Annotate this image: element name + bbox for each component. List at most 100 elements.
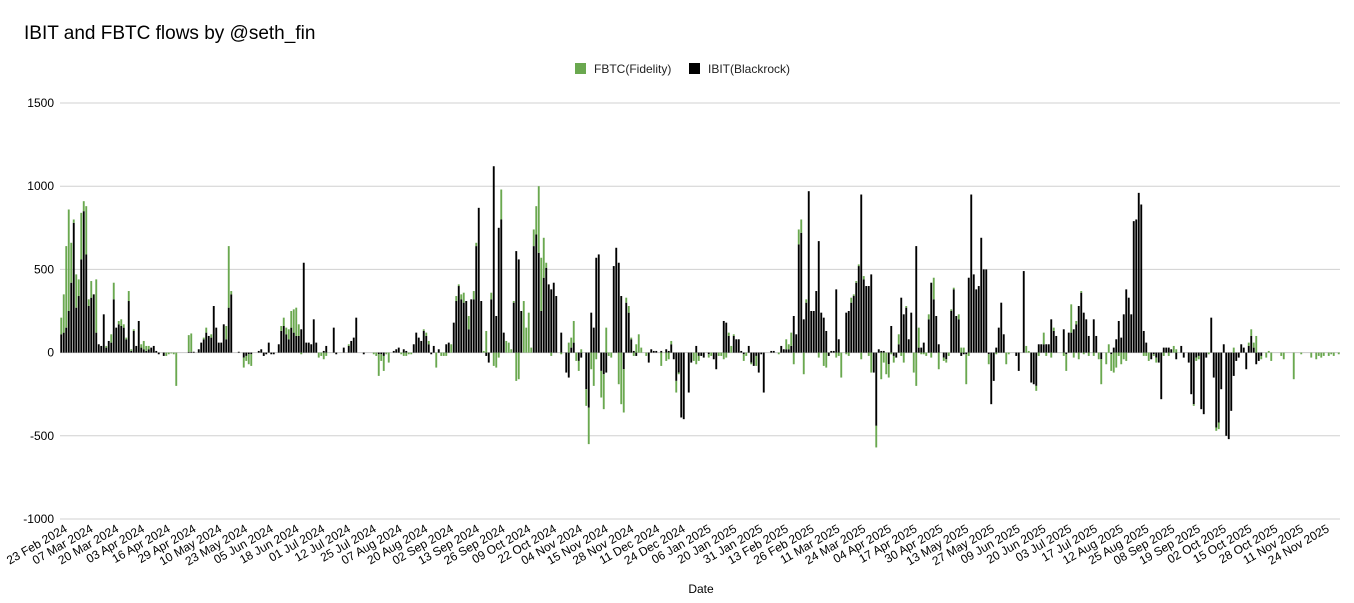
bar-fbtc bbox=[72, 219, 75, 223]
bar-ibit bbox=[262, 352, 265, 356]
bar-ibit bbox=[1075, 324, 1078, 353]
bar-ibit bbox=[1120, 337, 1123, 353]
y-tick-label: -500 bbox=[30, 429, 54, 443]
bar-fbtc bbox=[677, 372, 680, 375]
bar-ibit bbox=[987, 352, 990, 355]
bar-fbtc bbox=[1270, 352, 1273, 361]
bar-ibit bbox=[572, 342, 575, 353]
bar-fbtc bbox=[512, 301, 515, 303]
bar-ibit bbox=[112, 299, 115, 353]
bar-ibit bbox=[627, 312, 630, 353]
bar-fbtc bbox=[802, 352, 805, 375]
bar-ibit bbox=[850, 302, 853, 353]
bar-ibit bbox=[107, 340, 110, 353]
bar-fbtc bbox=[957, 314, 960, 320]
bar-ibit bbox=[307, 342, 310, 353]
bar-ibit bbox=[1210, 317, 1213, 353]
bar-ibit bbox=[680, 352, 683, 418]
bar-fbtc bbox=[77, 279, 80, 297]
bar-fbtc bbox=[892, 355, 895, 363]
bar-ibit bbox=[155, 350, 158, 353]
bar-ibit bbox=[422, 330, 425, 353]
bar-ibit bbox=[290, 327, 293, 353]
bar-fbtc bbox=[117, 320, 120, 325]
bar-ibit bbox=[237, 351, 240, 353]
bar-fbtc bbox=[835, 352, 838, 358]
bar-fbtc bbox=[840, 352, 843, 378]
bar-ibit bbox=[1205, 352, 1208, 358]
bar-ibit bbox=[935, 315, 938, 353]
bar-ibit bbox=[740, 350, 743, 353]
bar-fbtc bbox=[62, 294, 65, 333]
bar-ibit bbox=[1152, 352, 1155, 355]
bar-ibit bbox=[560, 332, 563, 353]
bar-fbtc bbox=[857, 264, 860, 267]
bar-ibit bbox=[837, 339, 840, 353]
bar-ibit bbox=[675, 352, 678, 381]
bar-ibit bbox=[845, 312, 848, 353]
bar-fbtc bbox=[722, 352, 725, 360]
bar-fbtc bbox=[1232, 347, 1235, 353]
bar-ibit bbox=[620, 296, 623, 353]
bar-ibit bbox=[85, 254, 88, 353]
bar-ibit bbox=[1017, 352, 1020, 371]
bar-ibit bbox=[427, 344, 430, 353]
bar-ibit bbox=[535, 234, 538, 353]
bar-fbtc bbox=[507, 342, 510, 353]
bar-ibit bbox=[917, 347, 920, 353]
bar-ibit bbox=[212, 306, 215, 353]
bar-ibit bbox=[437, 349, 440, 353]
bar-ibit bbox=[737, 339, 740, 353]
bar-fbtc bbox=[797, 229, 800, 245]
bar-ibit bbox=[1212, 352, 1215, 378]
bar-fbtc bbox=[900, 352, 903, 356]
bar-ibit bbox=[192, 351, 195, 353]
bar-ibit bbox=[452, 322, 455, 353]
bar-ibit bbox=[592, 327, 595, 353]
bar-fbtc bbox=[530, 347, 533, 353]
bar-ibit bbox=[812, 311, 815, 353]
bar-ibit bbox=[545, 267, 548, 353]
bar-ibit bbox=[755, 352, 758, 356]
bar-fbtc bbox=[622, 369, 625, 413]
bar-fbtc bbox=[537, 186, 540, 253]
bar-ibit bbox=[1122, 314, 1125, 353]
bar-ibit bbox=[605, 352, 608, 373]
bar-ibit bbox=[97, 344, 100, 353]
bar-ibit bbox=[1155, 352, 1158, 358]
bar-fbtc bbox=[915, 352, 918, 386]
bar-ibit bbox=[757, 352, 760, 373]
bar-ibit bbox=[205, 332, 208, 353]
bar-fbtc bbox=[607, 352, 610, 356]
bar-ibit bbox=[1202, 352, 1205, 415]
bar-fbtc bbox=[950, 309, 953, 311]
bar-fbtc bbox=[532, 229, 535, 247]
bar-ibit bbox=[660, 350, 663, 353]
bar-ibit bbox=[695, 345, 698, 353]
bar-ibit bbox=[1062, 329, 1065, 353]
bar-ibit bbox=[882, 350, 885, 353]
bar-fbtc bbox=[860, 352, 863, 360]
bar-ibit bbox=[780, 345, 783, 353]
bar-ibit bbox=[1242, 347, 1245, 353]
bar-fbtc bbox=[1322, 352, 1325, 356]
bar-ibit bbox=[950, 311, 953, 353]
bar-fbtc bbox=[750, 362, 753, 365]
bar-fbtc bbox=[1075, 320, 1078, 325]
bar-ibit bbox=[995, 347, 998, 353]
bar-fbtc bbox=[495, 352, 498, 368]
bar-ibit bbox=[942, 352, 945, 358]
bar-fbtc bbox=[917, 327, 920, 348]
bar-ibit bbox=[280, 330, 283, 353]
bar-ibit bbox=[1000, 302, 1003, 353]
bar-ibit bbox=[475, 246, 478, 353]
bar-ibit bbox=[1132, 221, 1135, 353]
bar-fbtc bbox=[825, 352, 828, 368]
bar-fbtc bbox=[630, 337, 633, 340]
y-tick-label: 1500 bbox=[27, 96, 54, 110]
bar-ibit bbox=[132, 330, 135, 353]
bar-ibit bbox=[117, 324, 120, 353]
bar-ibit bbox=[1050, 319, 1053, 353]
bar-ibit bbox=[150, 347, 153, 353]
